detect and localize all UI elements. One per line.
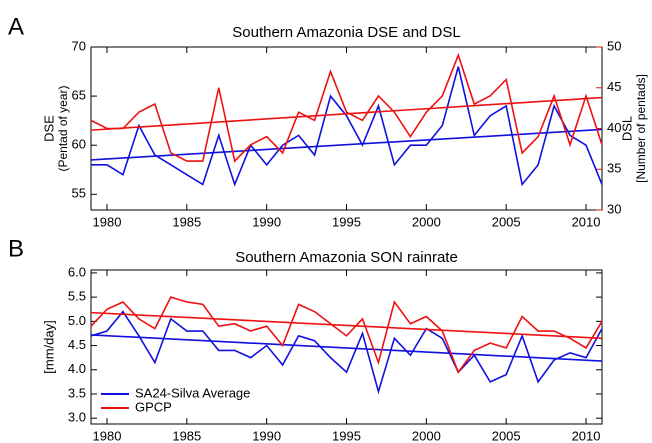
panel-label: B (8, 235, 24, 262)
x-tick-label: 2010 (572, 214, 601, 229)
y-axis-label: [mm/day] (41, 320, 56, 373)
y2-tick-label: 45 (607, 79, 621, 94)
y-axis-label: (Pentad of year) (56, 85, 70, 171)
trend-line (90, 311, 603, 340)
legend-label: SA24-Silva Average (135, 385, 250, 400)
x-tick-label: 2005 (492, 214, 521, 229)
x-tick-label: 1995 (332, 428, 361, 443)
legend-label: GPCP (135, 399, 172, 414)
x-tick-label: 1980 (93, 214, 122, 229)
chart-title: Southern Amazonia SON rainrate (235, 249, 458, 266)
series-line (91, 66, 603, 187)
series-line (90, 296, 603, 374)
y-tick-label: 3.0 (68, 410, 86, 425)
y-tick-label: 5.0 (68, 313, 86, 328)
y-tick-label: 60 (72, 137, 86, 152)
y2-tick-label: 50 (607, 38, 621, 53)
x-tick-label: 1990 (252, 428, 281, 443)
y-tick-label: 65 (72, 88, 86, 103)
y-tick-label: 6.0 (68, 264, 86, 279)
trend-line (90, 96, 603, 131)
y2-tick-label: 40 (607, 120, 621, 135)
x-tick-label: 1985 (172, 214, 201, 229)
y2-axis-label: DSL (619, 116, 634, 141)
series-line (90, 310, 603, 395)
x-tick-label: 1980 (93, 428, 122, 443)
x-tick-label: 2000 (412, 214, 441, 229)
x-tick-label: 2005 (492, 428, 521, 443)
x-tick-label: 1990 (252, 214, 281, 229)
y-tick-label: 4.0 (68, 361, 86, 376)
plot-frame (90, 46, 603, 211)
trend-line (90, 334, 603, 362)
y2-tick-label: 35 (607, 161, 621, 176)
panel-label: A (8, 13, 24, 40)
x-tick-label: 2000 (412, 428, 441, 443)
x-tick-label: 1995 (332, 214, 361, 229)
x-tick-label: 2010 (572, 428, 601, 443)
series-line (90, 52, 603, 163)
y2-tick-label: 30 (607, 201, 621, 216)
y-tick-label: 3.5 (68, 385, 86, 400)
y-tick-label: 4.5 (68, 337, 86, 352)
y-tick-label: 70 (72, 38, 86, 53)
y2-axis-label: [Number of pentads] (634, 74, 648, 183)
y-axis-label: DSE (41, 115, 56, 142)
y-tick-label: 55 (72, 186, 86, 201)
x-tick-label: 1985 (172, 428, 201, 443)
chart-title: Southern Amazonia DSE and DSL (232, 24, 460, 41)
y-tick-label: 5.5 (68, 289, 86, 304)
